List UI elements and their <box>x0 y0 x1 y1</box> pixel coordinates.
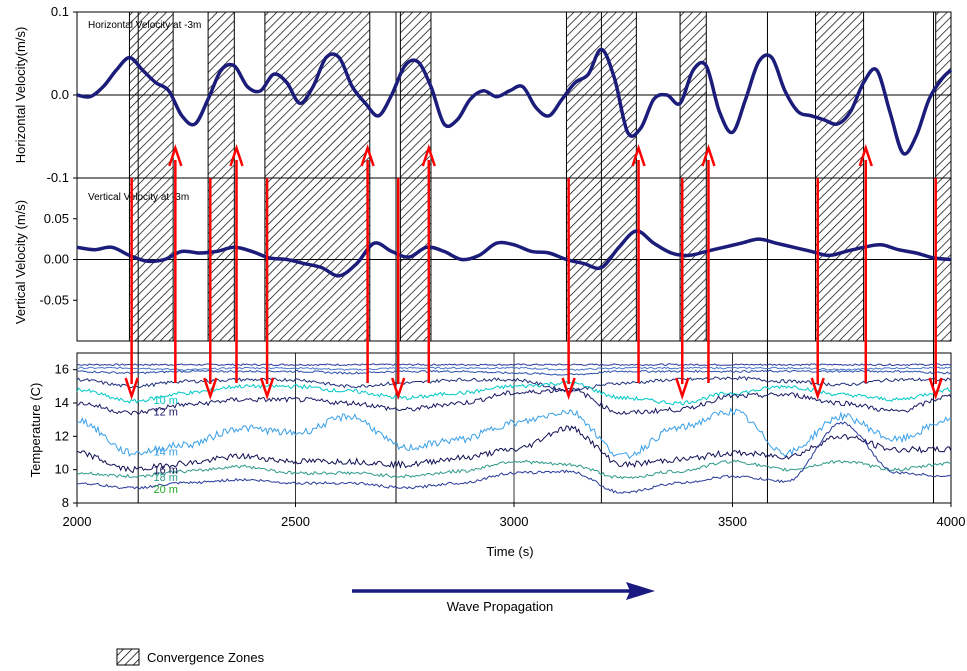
temperature-line-0 <box>76 363 951 367</box>
legend-label: Convergence Zones <box>147 650 265 665</box>
ytick-label: 0.0 <box>51 87 69 102</box>
wave-propagation-arrow <box>352 582 655 600</box>
convergence-zone-2 <box>264 11 371 342</box>
axis-ticks: -0.1 0.0 0.1 -0.05 0.00 0.05 8 10 12 14 16 2000 2500… <box>39 4 965 529</box>
vertical-velocity-ylabel: Vertical Velocity (m/s) <box>13 200 28 324</box>
temperature-line-5 <box>76 387 952 416</box>
horizontal-velocity-annotation: Horizontal Velocity at -3m <box>88 20 201 31</box>
temperature-series <box>76 363 952 494</box>
convergence-zone-1 <box>207 11 235 342</box>
ytick-label: 14 <box>55 395 69 410</box>
depth-label: 18 m <box>153 472 177 484</box>
red-arrows <box>124 144 943 400</box>
temperature-line-3 <box>76 375 952 392</box>
ytick-label: 10 <box>55 462 69 477</box>
arrow-down-6-head <box>810 377 825 400</box>
xtick-label: 4000 <box>937 514 966 529</box>
xtick-label: 3500 <box>718 514 747 529</box>
vertical-velocity-line <box>76 229 952 278</box>
vertical-velocity-annotation: Vertical Velocity at -3m <box>88 192 189 203</box>
xtick-label: 3000 <box>500 514 529 529</box>
temperature-line-6 <box>76 407 952 460</box>
arrow-up-3-head <box>421 144 436 167</box>
legend-swatch <box>116 648 140 666</box>
ytick-label: 12 <box>55 428 69 443</box>
xtick-label: 2000 <box>63 514 92 529</box>
wave-propagation-label: Wave Propagation <box>447 599 553 614</box>
arrow-down-3-head <box>391 377 406 400</box>
arrow-down-0-head <box>124 377 139 400</box>
arrow-up-1-head <box>229 144 244 167</box>
horizontal-velocity-line <box>76 47 953 156</box>
arrow-up-5-head <box>701 144 716 167</box>
depth-label: 14 m <box>153 447 177 459</box>
ytick-label: 0.1 <box>51 4 69 19</box>
ytick-label: 0.05 <box>44 211 69 226</box>
time-xlabel: Time (s) <box>486 544 533 559</box>
depth-label: 12 m <box>153 407 177 419</box>
depth-labels: 10 m12 m 14 m 16 m18 m20 m <box>153 395 177 496</box>
temperature-line-4 <box>76 380 952 406</box>
temperature-line-9 <box>77 421 952 494</box>
horizontal-velocity-ylabel: Horizontal Velocity(m/s) <box>13 27 28 164</box>
arrow-up-6-head <box>858 144 873 167</box>
arrow-down-7-head <box>928 377 943 400</box>
depth-label: 10 m <box>153 395 177 407</box>
ytick-label: -0.05 <box>39 292 69 307</box>
temperature-line-8 <box>76 459 952 480</box>
vertical-velocity-series <box>76 229 952 278</box>
convergence-zone-5 <box>679 11 707 342</box>
temperature-line-7 <box>76 425 952 474</box>
temperature-line-2 <box>76 369 952 376</box>
zero-lines <box>77 94 951 260</box>
arrow-down-1-head <box>203 377 218 400</box>
temperature-ylabel: Temperature (C) <box>28 383 43 478</box>
convergence-zone-6 <box>815 11 865 342</box>
xtick-label: 2500 <box>281 514 310 529</box>
depth-label: 16 m <box>153 464 177 476</box>
arrow-down-5-head <box>675 377 690 400</box>
ytick-label: -0.1 <box>47 170 69 185</box>
ytick-label: 0.00 <box>44 252 69 267</box>
convergence-zone-7 <box>935 11 952 342</box>
ytick-label: 8 <box>62 495 69 510</box>
convergence-zone-0 <box>128 11 174 342</box>
arrow-up-0-head <box>168 144 183 167</box>
temperature-line-1 <box>76 366 952 372</box>
horizontal-velocity-series <box>76 47 953 156</box>
ytick-label: 16 <box>55 362 69 377</box>
convergence-zones <box>128 11 952 342</box>
arrow-up-4-head <box>631 144 646 167</box>
arrow-down-2-head <box>259 377 275 400</box>
arrow-down-4-head <box>561 377 576 400</box>
depth-label: 20 m <box>153 484 177 496</box>
arrow-up-2-head <box>360 144 375 167</box>
